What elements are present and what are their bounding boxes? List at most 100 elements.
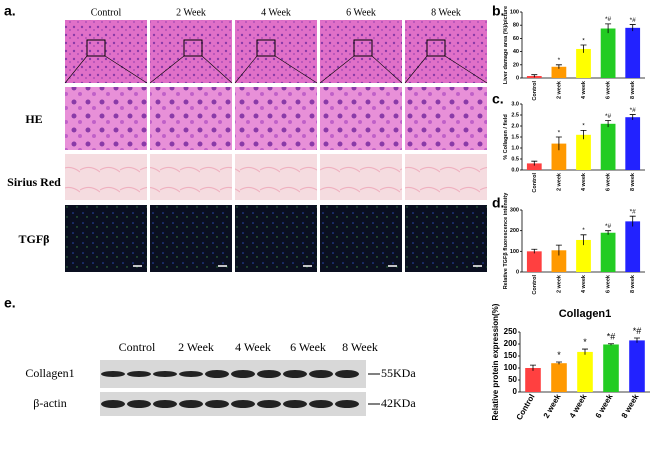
panel-label: e. <box>4 295 16 311</box>
micrograph <box>320 87 402 150</box>
error-bar <box>531 248 538 254</box>
y-tick-label: 300 <box>510 207 519 213</box>
bar <box>551 143 567 170</box>
bar <box>625 221 641 272</box>
bar <box>551 66 567 78</box>
zoom-box <box>426 39 446 57</box>
significance: *# <box>630 209 637 216</box>
zoom-line <box>64 55 88 84</box>
band-label: β-actin <box>33 396 66 410</box>
bar <box>576 48 591 78</box>
micrograph <box>405 154 487 200</box>
column-label: 2 Week <box>176 7 206 18</box>
band <box>231 370 255 378</box>
x-tick-label: 2 week <box>556 274 562 293</box>
error-bar <box>608 343 614 346</box>
zoom-line <box>371 55 403 84</box>
y-axis-label: Relative protein expression(%) <box>491 303 500 420</box>
significance: * <box>558 129 561 136</box>
micrograph <box>320 205 402 272</box>
error-bar <box>629 24 636 32</box>
bar <box>551 250 567 272</box>
micrograph <box>235 20 317 83</box>
significance: *# <box>605 16 612 23</box>
band <box>101 400 125 408</box>
micrograph <box>405 205 487 272</box>
band-label: Collagen1 <box>25 366 74 380</box>
error-bar <box>582 348 588 355</box>
x-tick-label: 8 week <box>630 274 636 293</box>
y-tick-label: 200 <box>510 228 519 234</box>
lane-label: 2 Week <box>178 340 214 354</box>
error-bar <box>531 74 538 78</box>
x-tick-label: Control <box>532 173 538 193</box>
bar <box>625 27 641 78</box>
y-tick-label: 0 <box>516 75 519 81</box>
column-label: 8 Week <box>431 7 461 18</box>
x-tick-label: 6 week <box>594 392 615 420</box>
band <box>205 370 229 378</box>
y-tick-label: 1.5 <box>511 134 519 140</box>
band <box>335 370 359 378</box>
x-tick-label: 8 week <box>620 392 641 420</box>
zoom-box <box>353 39 373 57</box>
zoom-line <box>201 55 233 84</box>
error-bar <box>629 114 636 120</box>
zoom-line <box>149 55 185 84</box>
significance: * <box>582 123 585 130</box>
panel-label: c. <box>492 91 504 107</box>
y-tick-label: 3.0 <box>511 101 519 107</box>
error-bar <box>605 120 612 128</box>
x-tick-label: 4 week <box>581 172 587 191</box>
y-tick-label: 200 <box>504 339 518 348</box>
lane-label: 4 Week <box>235 340 271 354</box>
zoom-box <box>256 39 276 57</box>
column-label: 6 Week <box>346 7 376 18</box>
bar <box>576 134 591 170</box>
band <box>309 370 333 378</box>
micrograph <box>65 87 147 150</box>
micrograph <box>405 20 487 83</box>
error-bar <box>555 244 562 256</box>
lane-label: Control <box>119 340 156 354</box>
bar <box>603 344 619 392</box>
significance: * <box>582 227 585 234</box>
micrograph <box>405 87 487 150</box>
significance: * <box>558 57 561 64</box>
error-bar <box>555 136 562 151</box>
zoom-line <box>319 55 355 84</box>
bar <box>526 251 542 272</box>
x-tick-label: 4 week <box>581 274 587 293</box>
significance: * <box>583 337 587 347</box>
significance: * <box>582 37 585 44</box>
error-bar <box>556 361 562 365</box>
zoom-line <box>444 55 488 84</box>
error-bar <box>605 23 612 34</box>
micrograph <box>235 205 317 272</box>
bar <box>629 340 645 392</box>
band <box>257 400 281 408</box>
bar <box>551 363 567 392</box>
band <box>153 371 177 377</box>
band <box>309 400 333 408</box>
micrograph <box>150 154 232 200</box>
y-axis-label: Relative TGFβ fluorescence intensity <box>503 192 509 290</box>
marker-size: 42KDa <box>381 396 416 410</box>
y-tick-label: 0.5 <box>511 156 519 162</box>
band <box>101 371 125 377</box>
error-bar <box>531 160 538 166</box>
x-tick-label: 6 week <box>606 274 612 293</box>
bar <box>526 163 542 170</box>
x-tick-label: 2 week <box>556 172 562 191</box>
lane-label: 8 Week <box>342 340 378 354</box>
significance: * <box>557 350 561 360</box>
y-tick-label: 2.0 <box>511 123 519 129</box>
error-bar <box>530 364 536 371</box>
band <box>205 400 229 408</box>
band <box>153 400 177 408</box>
band <box>127 371 151 377</box>
x-tick-label: Control <box>515 393 537 422</box>
bar <box>576 239 591 272</box>
